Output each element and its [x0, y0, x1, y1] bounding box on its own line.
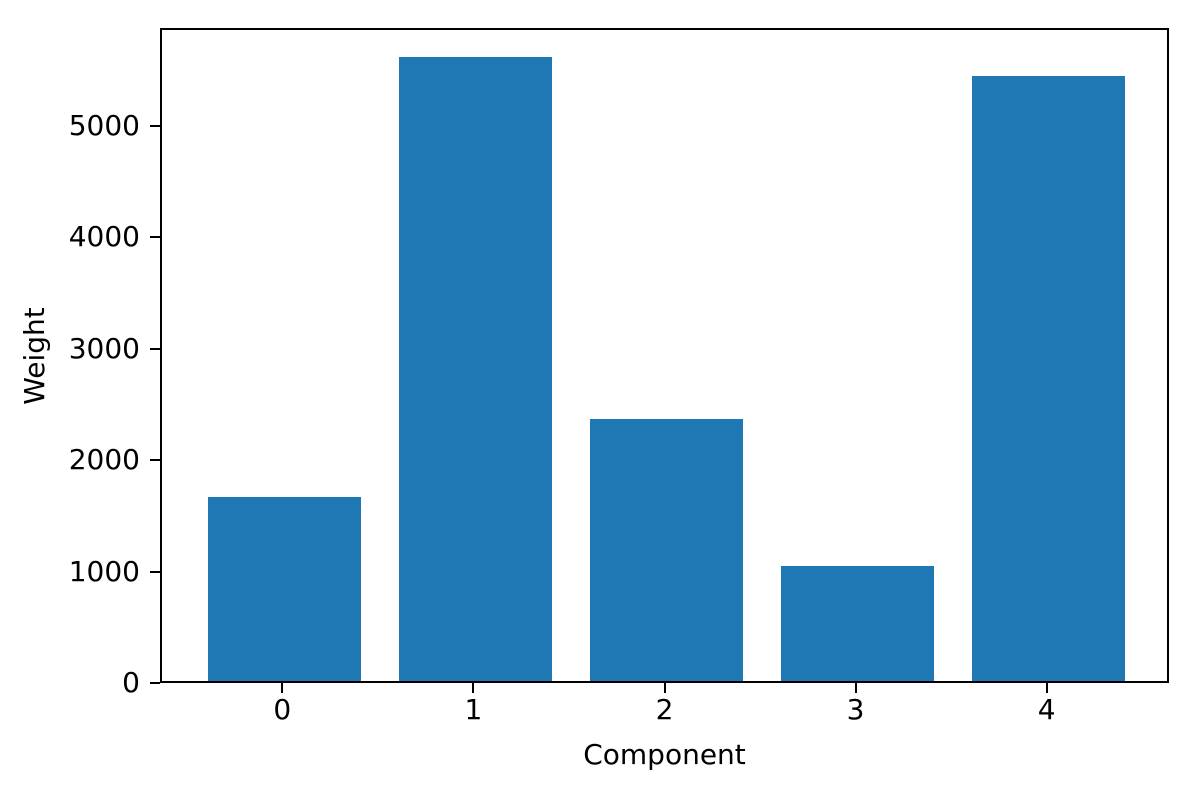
- x-tick-mark: [281, 683, 284, 693]
- y-tick-mark: [150, 236, 160, 239]
- bar-component-1: [399, 57, 552, 681]
- plot-area: [160, 28, 1169, 683]
- bar-component-2: [590, 419, 743, 681]
- y-tick-label: 1000: [68, 554, 140, 588]
- y-tick-label: 4000: [68, 220, 140, 254]
- x-axis-label: Component: [583, 738, 746, 771]
- x-tick-mark: [663, 683, 666, 693]
- y-tick-label: 0: [122, 666, 140, 699]
- y-tick-label: 3000: [68, 331, 140, 365]
- y-tick-mark: [150, 570, 160, 573]
- bar-component-0: [207, 497, 361, 681]
- x-tick-label: 2: [655, 693, 674, 726]
- x-tick-mark: [1045, 683, 1048, 693]
- y-tick-mark: [150, 347, 160, 350]
- x-tick-label: 0: [273, 693, 292, 726]
- x-tick-mark: [472, 683, 475, 693]
- y-tick-label: 5000: [68, 109, 140, 142]
- x-tick-label: 3: [846, 693, 865, 726]
- x-tick-label: 4: [1037, 693, 1056, 726]
- bar-component-3: [781, 566, 935, 681]
- y-tick-mark: [150, 682, 160, 684]
- x-tick-mark: [854, 683, 857, 693]
- bar-component-4: [972, 76, 1126, 681]
- y-tick-mark: [150, 459, 160, 462]
- y-tick-mark: [150, 125, 160, 127]
- x-tick-label: 1: [464, 693, 483, 726]
- y-tick-label: 2000: [68, 443, 140, 477]
